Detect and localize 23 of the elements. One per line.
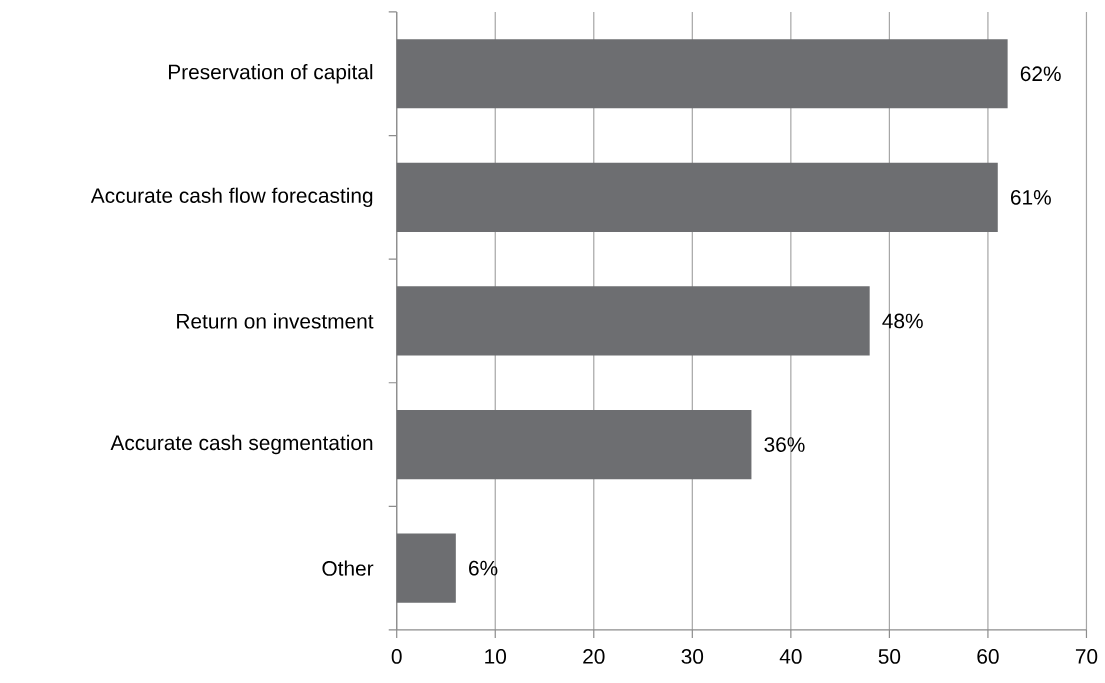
x-tick-label: 70	[1075, 649, 1098, 664]
bar	[396, 162, 998, 233]
bar	[396, 410, 752, 480]
data-label: 48%	[882, 313, 923, 329]
bar	[396, 39, 1008, 109]
x-tick-label: 50	[878, 649, 901, 664]
x-tick-label: 30	[681, 649, 704, 664]
x-tick-label: 0	[391, 649, 402, 664]
bar	[396, 533, 456, 603]
bar	[396, 286, 870, 356]
data-label: 36%	[764, 437, 805, 453]
x-tick-label: 10	[485, 649, 507, 664]
y-tick-label: Accurate cash segmentation	[110, 434, 373, 455]
data-label: 62%	[1020, 66, 1061, 82]
x-tick-label: 60	[977, 649, 999, 664]
y-tick-label: Accurate cash flow forecasting	[90, 187, 373, 208]
data-label: 6%	[469, 560, 498, 576]
x-tick-label: 20	[583, 649, 605, 664]
data-label: 61%	[1011, 190, 1051, 205]
x-tick-label: 40	[779, 649, 802, 664]
y-tick-label: Other	[322, 560, 374, 576]
y-tick-label: Return on investment	[177, 313, 374, 329]
y-tick-label: Preservation of capital	[169, 64, 373, 84]
